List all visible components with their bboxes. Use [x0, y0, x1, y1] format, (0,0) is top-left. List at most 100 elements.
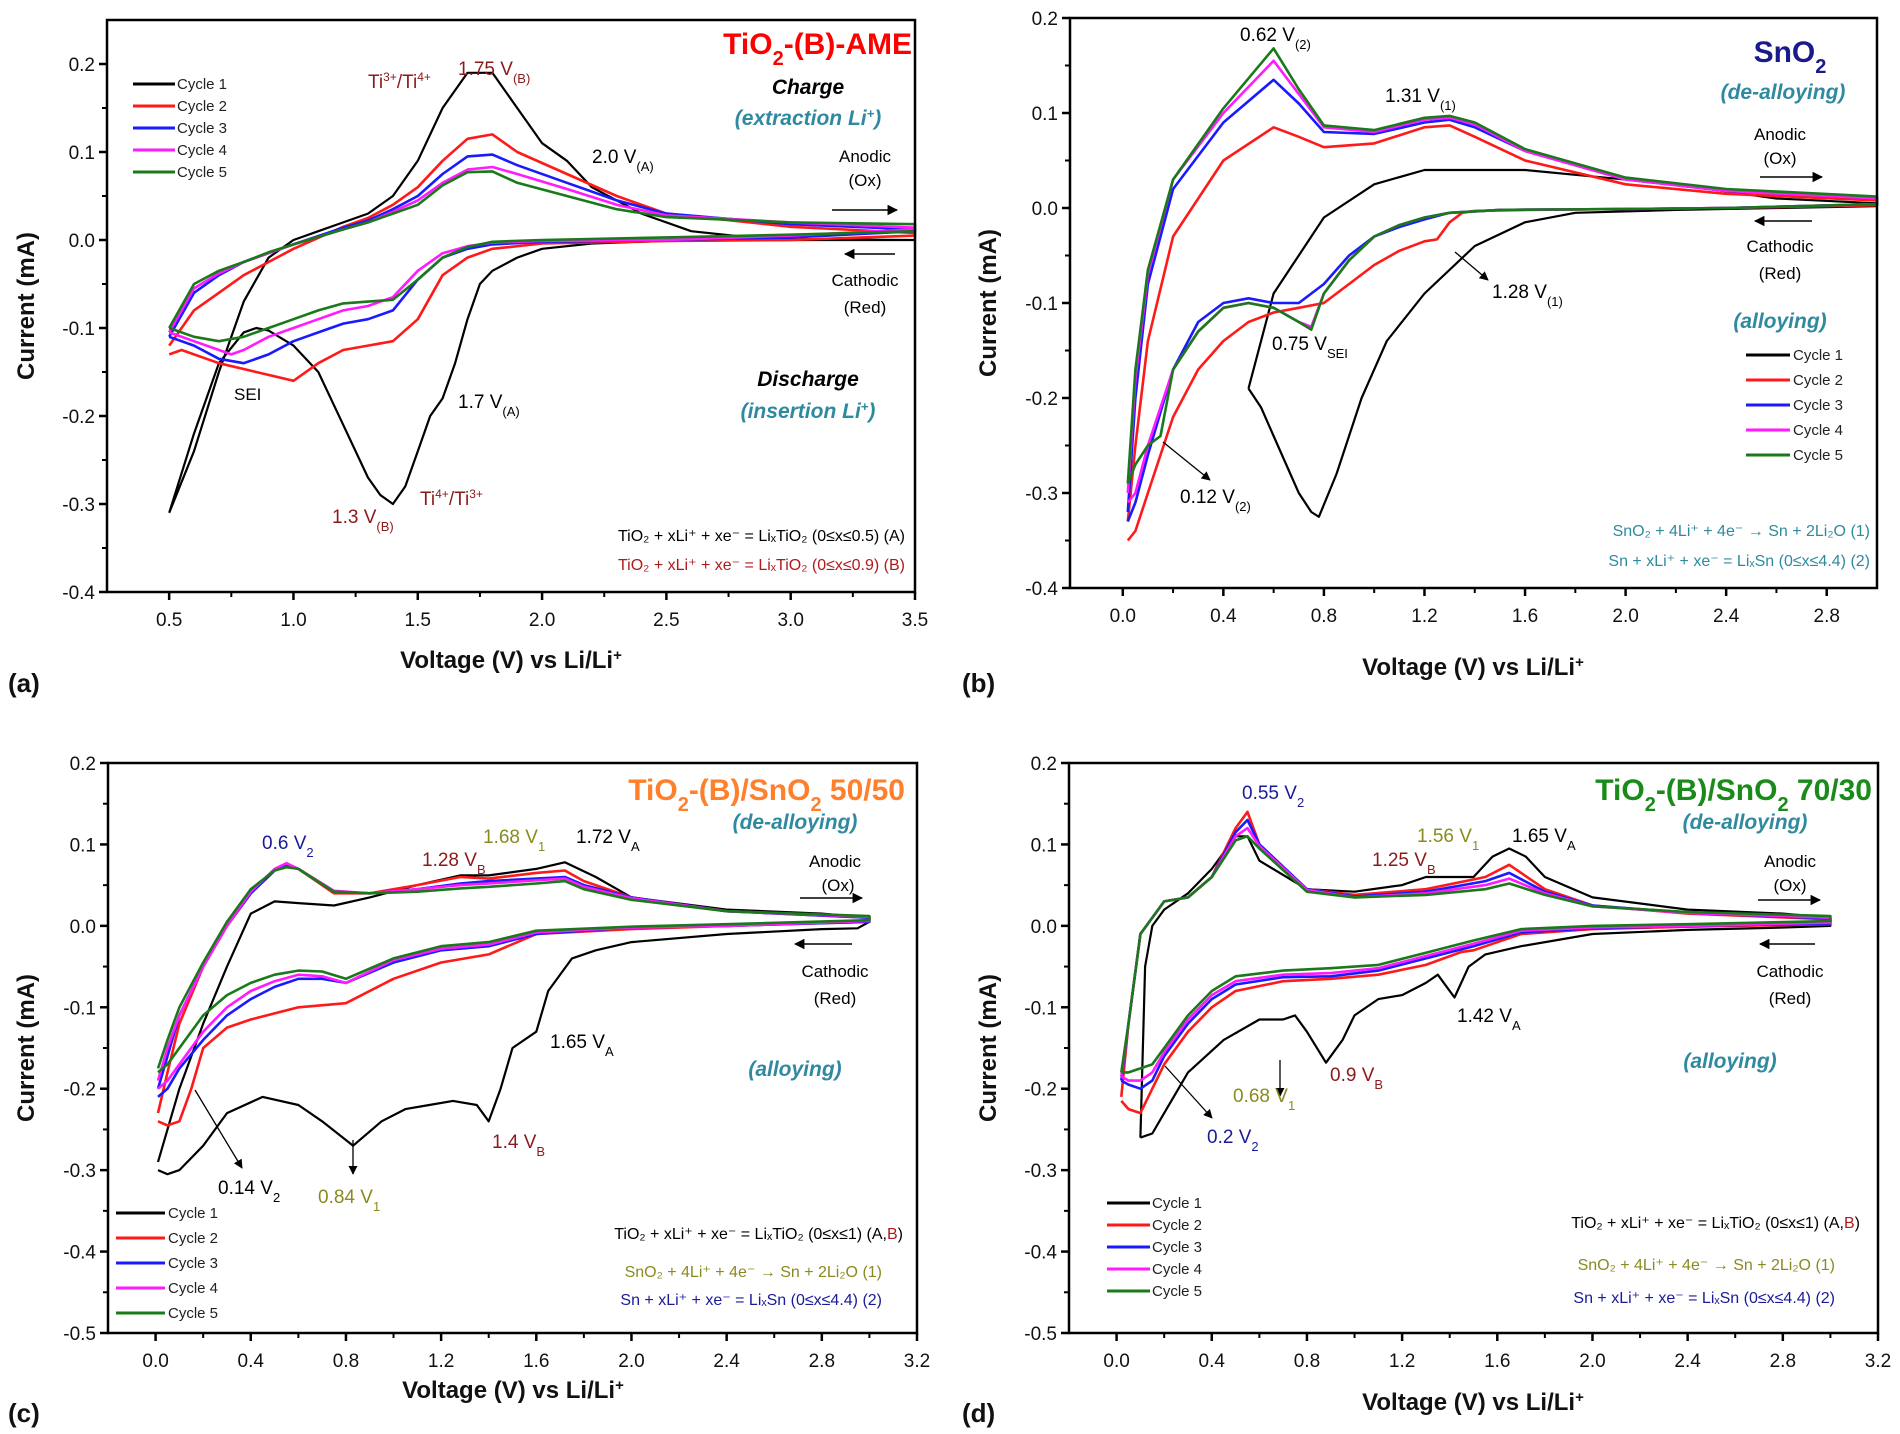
- panel-b-legend: Cycle 1 Cycle 2 Cycle 3 Cycle 4 Cycle 5: [1746, 347, 1843, 464]
- panel-a-xlabel: Voltage (V) vs Li/Li+: [400, 647, 622, 675]
- y-tick-label: 0.0: [70, 917, 96, 938]
- legend-label-cycle-5: Cycle 5: [1793, 447, 1843, 464]
- series-cycle-1: [1247, 168, 1879, 518]
- y-tick-label: -0.5: [1024, 1324, 1057, 1345]
- panel-c-alloying: (alloying): [748, 1058, 841, 1081]
- panel-a-peak-20: 2.0 V(A): [592, 147, 654, 174]
- panel-d-equation-1: SnO₂ + 4Li⁺ + 4e⁻ → Sn + 2Li₂O (1): [1578, 1257, 1835, 1274]
- legend-label-cycle-4: Cycle 4: [168, 1280, 218, 1297]
- legend-label-cycle-3: Cycle 3: [177, 120, 227, 137]
- legend-label-cycle-3: Cycle 3: [1793, 397, 1843, 414]
- x-tick-label: 2.8: [1770, 1351, 1796, 1372]
- panel-b-dealloying: (de-alloying): [1721, 81, 1846, 104]
- legend-label-cycle-2: Cycle 2: [168, 1230, 218, 1247]
- x-tick-label: 2.4: [1674, 1351, 1701, 1372]
- panel-b-axes: 0.0 0.4 0.8 1.2 1.6 2.0 2.4 2.8 -0.4 -0.3 -0.2 -0.1…: [1025, 9, 1840, 627]
- series-cycle-4: [1120, 826, 1832, 1082]
- y-tick-label: -0.2: [62, 407, 95, 428]
- panel-c-label: (c): [8, 1398, 40, 1428]
- legend-label-cycle-5: Cycle 5: [177, 164, 227, 181]
- panel-c-ox: (Ox): [821, 876, 854, 895]
- legend-label-cycle-4: Cycle 4: [1152, 1261, 1202, 1278]
- y-tick-label: 0.1: [1032, 104, 1058, 125]
- y-tick-label: 0.1: [70, 835, 96, 856]
- panel-c-title: TiO2-(B)/SnO2 50/50: [628, 774, 905, 816]
- panel-c-peak-168: 1.68 V1: [483, 827, 545, 854]
- panel-a-equation-b: TiO₂ + xLi⁺ + xe⁻ = LiₓTiO₂ (0≤x≤0.9) (B…: [618, 557, 905, 574]
- panel-d-peak-02: 0.2 V2: [1207, 1127, 1259, 1154]
- panel-c-peak-014: 0.14 V2: [218, 1178, 280, 1205]
- legend-label-cycle-2: Cycle 2: [1793, 372, 1843, 389]
- panel-c-peak-06: 0.6 V2: [262, 833, 314, 860]
- x-tick-label: 0.4: [1199, 1351, 1226, 1372]
- x-tick-label: 3.2: [904, 1351, 930, 1372]
- y-tick-label: 0.2: [1031, 754, 1057, 775]
- series-cycle-1: [156, 861, 871, 1176]
- panel-d-red: (Red): [1769, 989, 1812, 1008]
- legend-label-cycle-2: Cycle 2: [1152, 1217, 1202, 1234]
- panel-a-cathodic: Cathodic: [831, 271, 899, 290]
- panel-b-ylabel: Current (mA): [975, 229, 1002, 377]
- panel-d-axes: 0.0 0.4 0.8 1.2 1.6 2.0 2.4 2.8 3.2 -0.5 -0.4 -0.3 -…: [1024, 754, 1891, 1372]
- panel-d-legend: Cycle 1 Cycle 2 Cycle 3 Cycle 4 Cycle 5: [1107, 1195, 1202, 1300]
- panel-d-equation-ti: TiO₂ + xLi⁺ + xe⁻ = LiₓTiO₂ (0≤x≤1) (A,B…: [1571, 1215, 1860, 1232]
- panel-c-dealloying: (de-alloying): [733, 811, 858, 834]
- y-tick-label: 0.0: [1031, 917, 1057, 938]
- x-tick-label: 1.6: [1512, 606, 1538, 627]
- panel-d-title: TiO2-(B)/SnO2 70/30: [1595, 774, 1872, 816]
- legend-label-cycle-4: Cycle 4: [177, 142, 227, 159]
- panel-a-ylabel: Current (mA): [13, 232, 40, 380]
- legend-label-cycle-4: Cycle 4: [1793, 422, 1843, 439]
- x-tick-label: 0.0: [1110, 606, 1136, 627]
- legend-label-cycle-5: Cycle 5: [168, 1305, 218, 1322]
- x-tick-label: 0.0: [142, 1351, 168, 1372]
- x-tick-label: 3.2: [1865, 1351, 1891, 1372]
- panel-d-label: (d): [962, 1398, 995, 1428]
- y-tick-label: -0.2: [63, 1080, 96, 1101]
- x-tick-label: 0.0: [1103, 1351, 1129, 1372]
- x-tick-label: 2.8: [1814, 606, 1840, 627]
- pointer-arrow-icon: [1162, 441, 1211, 481]
- panel-b-title: SnO2: [1754, 36, 1827, 78]
- panel-b-red: (Red): [1759, 264, 1802, 283]
- y-tick-label: 0.1: [1031, 835, 1057, 856]
- panel-c-ylabel: Current (mA): [13, 974, 40, 1122]
- panel-b-equation-2: Sn + xLi⁺ + xe⁻ = LiₓSn (0≤x≤4.4) (2): [1608, 553, 1870, 570]
- x-tick-label: 0.8: [1294, 1351, 1320, 1372]
- panel-a-frame: [105, 18, 917, 594]
- panel-d-peak-142: 1.42 VA: [1457, 1006, 1521, 1033]
- panel-c-peak-084: 0.84 V1: [318, 1187, 380, 1214]
- x-tick-label: 1.2: [428, 1351, 454, 1372]
- series-cycle-4: [168, 165, 917, 356]
- x-tick-label: 2.4: [1713, 606, 1740, 627]
- y-tick-label: -0.3: [1024, 1161, 1057, 1182]
- y-tick-label: -0.5: [63, 1324, 96, 1345]
- panel-b-cathodic: Cathodic: [1746, 237, 1814, 256]
- panel-c-xlabel: Voltage (V) vs Li/Li+: [402, 1377, 624, 1405]
- panel-c-equation-2: Sn + xLi⁺ + xe⁻ = LiₓSn (0≤x≤4.4) (2): [620, 1292, 882, 1309]
- panel-d-ox: (Ox): [1773, 876, 1806, 895]
- y-tick-label: -0.1: [62, 319, 95, 340]
- panel-b-anodic: Anodic: [1754, 125, 1806, 144]
- panel-b-alloying: (alloying): [1733, 310, 1826, 333]
- legend-label-cycle-3: Cycle 3: [168, 1255, 218, 1272]
- panel-a-title: TiO2-(B)-AME: [723, 28, 912, 70]
- x-tick-label: 1.6: [523, 1351, 549, 1372]
- panel-c-peak-165: 1.65 VA: [550, 1032, 614, 1059]
- panel-c-equation-1: SnO₂ + 4Li⁺ + 4e⁻ → Sn + 2Li₂O (1): [625, 1264, 882, 1281]
- panel-a-extraction: (extraction Li+): [735, 106, 881, 131]
- series-cycle-5: [156, 865, 871, 1074]
- panel-a-anodic: Anodic: [839, 147, 891, 166]
- panel-d-cathodic: Cathodic: [1756, 962, 1824, 981]
- x-tick-label: 2.4: [713, 1351, 740, 1372]
- panel-d-peak-156: 1.56 V1: [1417, 826, 1479, 853]
- panel-d-ylabel: Current (mA): [975, 974, 1002, 1122]
- panel-c-legend: Cycle 1 Cycle 2 Cycle 3 Cycle 4 Cycle 5: [116, 1205, 218, 1322]
- panel-c-axes: 0.0 0.4 0.8 1.2 1.6 2.0 2.4 2.8 3.2 -0.5 -0.4 -0.3 -…: [63, 754, 930, 1372]
- series-cycle-5: [1120, 834, 1832, 1074]
- y-tick-label: -0.3: [63, 1161, 96, 1182]
- panel-d: 0.0 0.4 0.8 1.2 1.6 2.0 2.4 2.8 3.2 -0.5 -0.4 -0.3 -…: [962, 754, 1891, 1428]
- panel-a-red: (Red): [844, 298, 887, 317]
- y-tick-label: -0.3: [62, 495, 95, 516]
- y-tick-label: -0.2: [1025, 389, 1058, 410]
